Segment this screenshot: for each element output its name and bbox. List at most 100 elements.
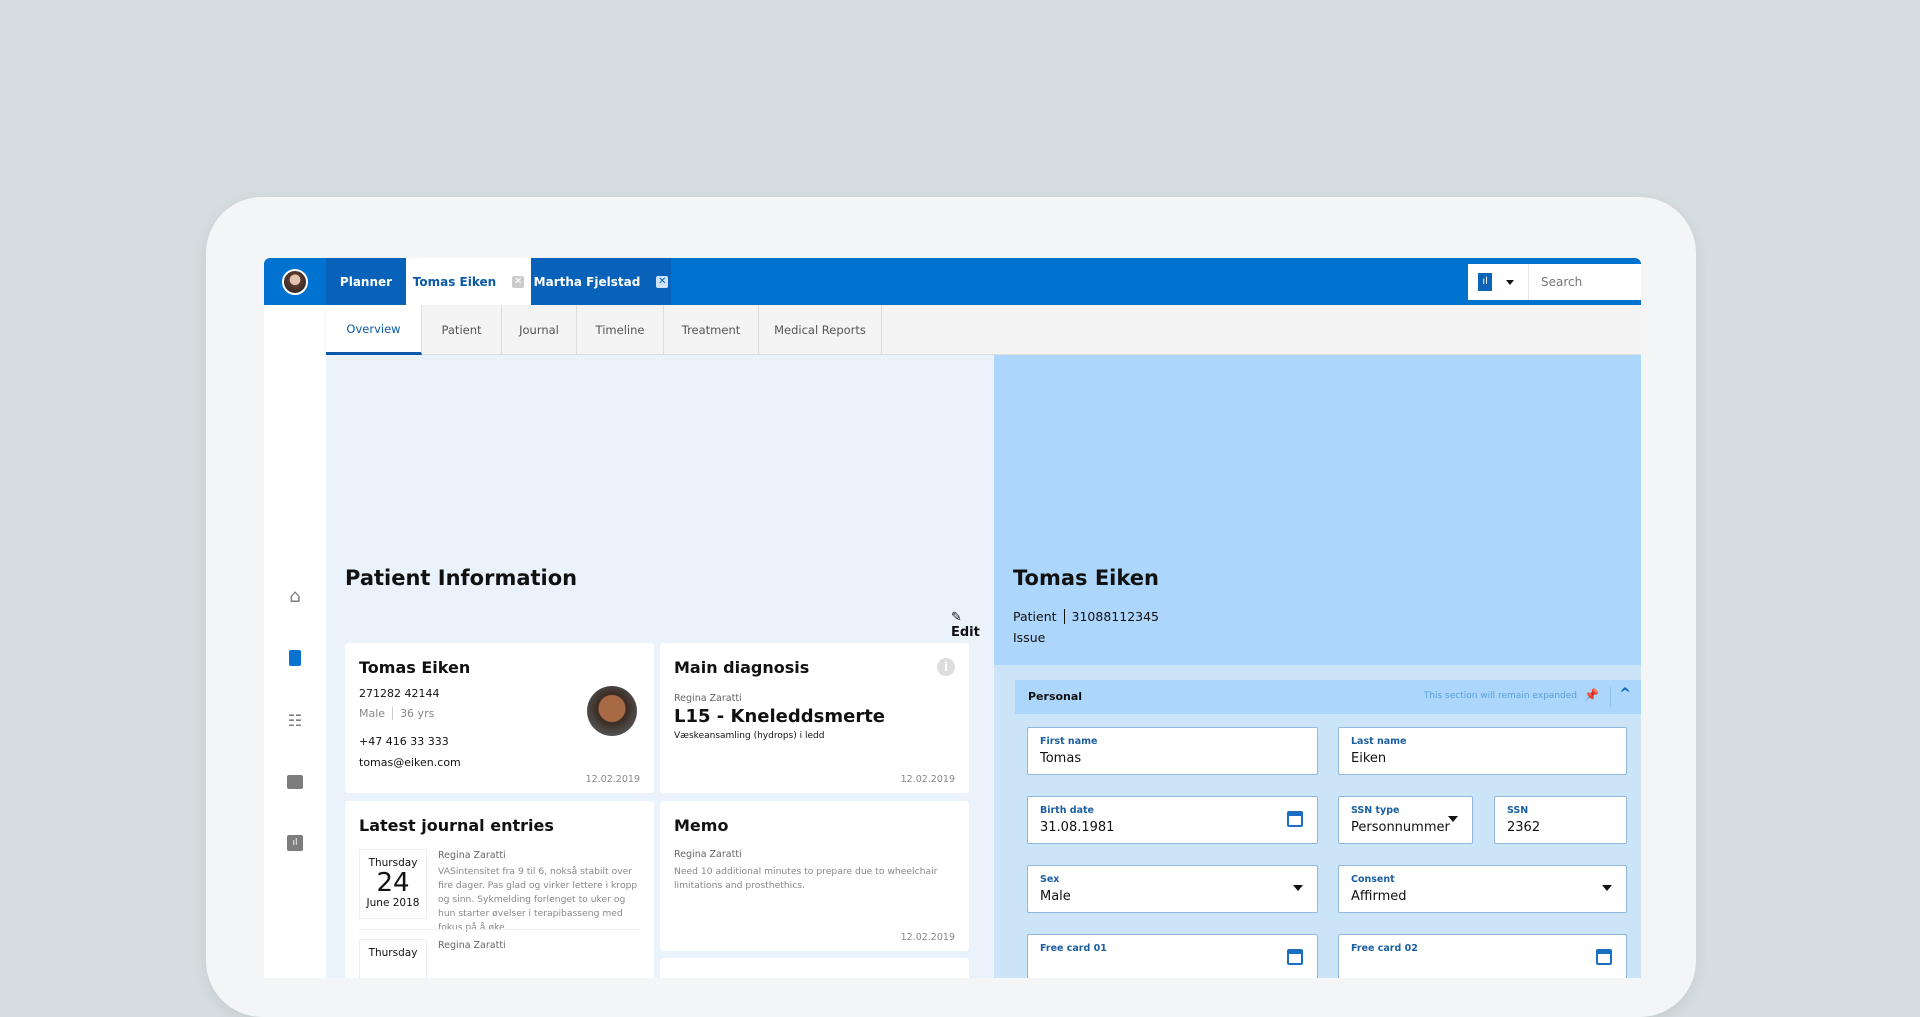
field-label: SSN [1507,805,1529,816]
tab-label: Martha Fjelstad [533,274,641,289]
diagnosis-code: L15 - Kneleddsmerte [674,706,886,727]
card-title: Memo [674,816,729,835]
field-value: Tomas [1040,751,1082,766]
role: Patient [1013,609,1057,624]
field-label: Sex [1040,874,1060,885]
tab-patient[interactable]: Patient [422,305,502,355]
journal-date: Thursday [359,939,427,978]
author: Regina Zaratti [674,693,742,704]
birth-date-field[interactable]: Birth date 31.08.1981 [1027,796,1318,844]
issue[interactable]: Issue [1013,630,1046,645]
main-diagnosis-card: Main diagnosis i Regina Zaratti L15 - Kn… [660,643,969,793]
tab-overview[interactable]: Overview [326,305,422,355]
author: Regina Zaratti [674,849,742,860]
bar-chart-icon[interactable]: ıl [284,832,306,854]
calendar-icon[interactable] [1596,949,1612,965]
tab-timeline[interactable]: Timeline [577,305,664,355]
page-title: Patient Information [345,566,578,590]
field-label: Consent [1351,874,1395,885]
caret-down-icon [1293,885,1303,891]
top-bar: Planner Tomas Eiken ✕ Martha Fjelstad ✕ ıl [264,258,1641,305]
avatar-image [282,268,308,295]
chevron-up-icon[interactable]: ^ [1619,686,1631,702]
free-card-02-field[interactable]: Free card 02 [1338,934,1627,978]
email[interactable]: tomas@eiken.com [359,756,461,769]
field-label: Last name [1351,736,1407,747]
tab-martha-fjelstad[interactable]: Martha Fjelstad ✕ [531,258,671,305]
phone: +47 416 33 333 [359,735,449,748]
edit-button[interactable]: ✎ Edit [951,610,994,640]
free-card-01-field[interactable]: Free card 01 [1027,934,1318,978]
field-label: Free card 01 [1040,943,1107,954]
patient-card: Tomas Eiken 271282 42144 Male 36 yrs +47 … [345,643,654,793]
caret-down-icon [1602,885,1612,891]
field-value: Personnummer [1351,820,1450,835]
journal-date: Thursday 24 June 2018 [359,849,427,919]
day: 24 [376,868,410,898]
close-icon[interactable]: ✕ [512,275,525,288]
section-title: Personal [1028,690,1083,703]
journal-card: Latest journal entries Thursday 24 June … [345,801,654,978]
weekday: Thursday [368,947,418,959]
edit-label: Edit [951,625,980,640]
calendar-icon[interactable] [1287,811,1303,827]
field-value: Affirmed [1351,889,1407,904]
card-date: 12.02.2019 [900,774,955,785]
home-icon[interactable]: ⌂ [289,586,301,607]
bar-chart-icon[interactable]: ıl [1478,273,1493,291]
ssn-field[interactable]: SSN 2362 [1494,796,1627,844]
patient-id: 271282 42144 [359,687,440,700]
patient-header: Tomas Eiken Patient 31088112345 Issue [994,355,1641,665]
journal-icon[interactable] [284,647,306,669]
diagnosis-description: Væskeansamling (hydrops) i ledd [674,731,825,741]
card-title: Main diagnosis [674,658,810,677]
chat-icon[interactable] [284,771,306,793]
tab-medical-reports[interactable]: Medical Reports [759,305,882,355]
age: 36 yrs [400,707,435,720]
memo-card: Memo Regina Zaratti Need 10 additional m… [660,801,969,951]
card-title: Latest journal entries [359,816,554,835]
search-bar: ıl [1468,264,1641,300]
field-label: First name [1040,736,1098,747]
tab-label: Planner [339,274,393,289]
last-name-field[interactable]: Last name Eiken [1338,727,1627,775]
tab-label: Tomas Eiken [412,274,497,289]
card-date: 12.02.2019 [900,932,955,943]
memo-text: Need 10 additional minutes to prepare du… [674,866,938,891]
field-value: Eiken [1351,751,1387,766]
tab-journal[interactable]: Journal [502,305,577,355]
field-label: Birth date [1040,805,1094,816]
first-name-field[interactable]: First name Tomas [1027,727,1318,775]
tab-planner[interactable]: Planner [326,258,406,305]
field-value: 2362 [1507,820,1541,835]
sex-select[interactable]: Sex Male [1027,865,1318,913]
card-date: 12.02.2019 [585,774,640,785]
info-icon[interactable]: i [937,658,955,676]
close-icon[interactable]: ✕ [656,275,669,288]
ssn-type-select[interactable]: SSN type Personnummer [1338,796,1473,844]
consent-select[interactable]: Consent Affirmed [1338,865,1627,913]
sex-age: Male 36 yrs [359,707,434,720]
subnav: Overview Patient Journal Timeline Treatm… [326,305,1641,355]
month-year: June 2018 [366,897,420,909]
author: Regina Zaratti [438,850,506,861]
pencil-icon: ✎ [951,610,962,625]
caret-down-icon [1448,816,1458,822]
user-avatar[interactable] [264,258,326,305]
card [660,958,969,978]
patient-name: Tomas Eiken [359,658,471,677]
checklist-icon[interactable]: ☷ [287,711,303,730]
field-value: 31.08.1981 [1040,820,1115,835]
pin-icon[interactable]: 📌 [1584,688,1599,702]
personal-section-header[interactable]: Personal This section will remain expand… [1015,680,1641,714]
chevron-down-icon[interactable] [1506,279,1515,285]
patient-ssn-line: Patient 31088112345 [1013,609,1159,624]
tab-tomas-eiken[interactable]: Tomas Eiken ✕ [406,258,531,305]
ssn: 31088112345 [1071,609,1160,624]
search-input[interactable] [1541,275,1641,289]
journal-entry-text[interactable]: VASintensitet fra 9 til 6, nokså stabilt… [438,866,638,933]
calendar-icon[interactable] [1287,949,1303,965]
patient-detail-panel: Tomas Eiken Patient 31088112345 Issue Per… [994,355,1641,978]
weekday: Thursday [368,857,418,869]
tab-treatment[interactable]: Treatment [664,305,759,355]
